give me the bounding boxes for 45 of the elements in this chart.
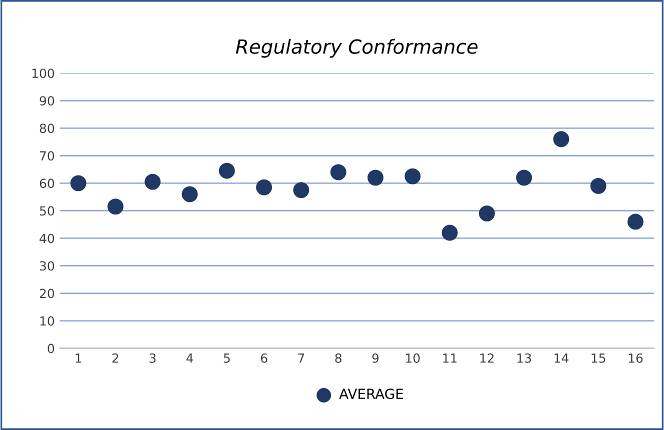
x-tick-label: 2: [112, 353, 118, 363]
point: [627, 214, 644, 230]
point: [590, 178, 606, 194]
y-tick-label: 60: [40, 178, 54, 188]
chart-title: Regulatory Conformance: [236, 38, 478, 58]
point: [367, 170, 384, 186]
y-tick-label: 50: [40, 206, 54, 216]
y-tick-label: 100: [32, 68, 54, 78]
legend-label: AVERAGE: [339, 388, 403, 400]
y-tick-label: 90: [40, 96, 54, 106]
x-tick-label: 10: [406, 353, 420, 363]
point: [553, 131, 570, 148]
y-tick-label: 80: [40, 124, 54, 134]
point: [256, 179, 272, 196]
x-tick-label: 4: [186, 354, 194, 363]
point: [182, 186, 198, 202]
x-tick-label: 16: [628, 353, 643, 363]
x-tick-label: 3: [150, 353, 156, 363]
y-tick-label: 70: [40, 151, 54, 161]
point: [478, 205, 495, 222]
y-tick-label: 10: [40, 316, 54, 326]
x-tick-label: 9: [372, 353, 379, 363]
x-tick-label: 11: [443, 354, 457, 363]
x-tick-label: 8: [335, 353, 342, 363]
point: [70, 175, 86, 192]
y-tick-label: 30: [40, 261, 54, 271]
x-tick-label: 12: [480, 353, 494, 363]
point: [218, 162, 235, 179]
point: [144, 174, 161, 190]
point: [107, 198, 124, 215]
y-tick-label: 0: [48, 344, 54, 354]
point: [404, 168, 421, 184]
x-tick-label: 7: [298, 354, 304, 363]
y-tick-label: 40: [40, 234, 54, 244]
y-tick-label: 20: [40, 288, 54, 298]
point: [330, 164, 346, 180]
point: [442, 224, 458, 241]
point: [516, 170, 532, 186]
x-tick-label: 5: [224, 354, 230, 363]
x-tick-label: 13: [517, 353, 531, 363]
x-tick-label: 14: [554, 354, 568, 363]
x-tick-label: 1: [76, 354, 82, 363]
point: [293, 182, 310, 198]
x-tick-label: 6: [260, 353, 268, 363]
x-tick-label: 15: [592, 354, 606, 363]
